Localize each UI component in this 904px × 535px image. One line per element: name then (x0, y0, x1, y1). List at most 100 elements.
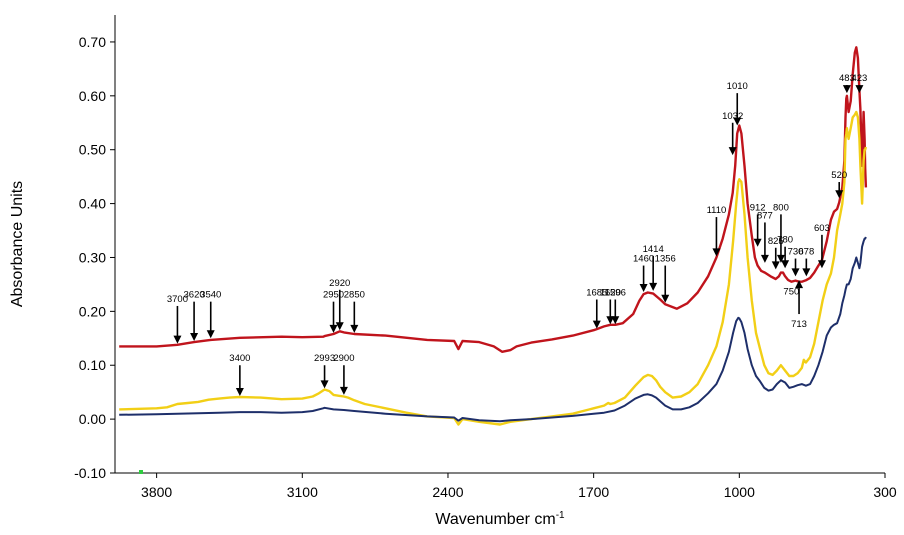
annotation-arrowhead (649, 282, 658, 291)
annotation-arrowhead (771, 261, 780, 270)
annotation-label: 678 (798, 247, 814, 258)
annotation-label: 1010 (727, 81, 748, 92)
annotation-label: 2850 (344, 290, 365, 301)
annotation-label: 1596 (605, 287, 626, 298)
x-axis-title: Wavenumber cm-1 (435, 510, 565, 528)
x-tick-label: 300 (873, 484, 897, 500)
annotation-arrowhead (335, 322, 344, 331)
annotation-label: 2900 (333, 353, 354, 364)
annotation-label: 877 (757, 210, 773, 221)
peak-annotation: 1356 (655, 254, 676, 303)
annotation-arrowhead (795, 280, 804, 289)
annotation-label: 713 (791, 319, 807, 330)
annotation-arrowhead (776, 254, 785, 263)
annotation-arrowhead (235, 387, 244, 396)
x-tick-label: 3800 (141, 484, 172, 500)
annotation-arrowhead (639, 283, 648, 292)
y-tick-label: -0.10 (74, 465, 106, 481)
peak-annotation: 1414 (643, 244, 664, 291)
peak-annotation: 3540 (200, 290, 221, 339)
annotation-label: 3700 (167, 294, 188, 305)
annotation-arrowhead (592, 320, 601, 329)
x-axis-title-sup: -1 (556, 510, 565, 521)
annotation-arrowhead (753, 238, 762, 247)
peak-annotation: 520 (831, 170, 847, 199)
peak-annotation: 1110 (707, 205, 727, 257)
annotation-label: 2920 (329, 278, 350, 289)
annotation-arrowhead (835, 190, 844, 199)
annotation-arrowhead (611, 316, 620, 325)
x-tick-label: 2400 (432, 484, 463, 500)
peak-annotation: 2920 (329, 278, 350, 331)
annotation-arrowhead (855, 85, 864, 94)
annotation-arrowhead (712, 248, 721, 257)
peak-annotation: 423 (851, 73, 867, 94)
y-axis-title: Absorbance Units (9, 181, 26, 307)
annotation-arrowhead (173, 335, 182, 344)
peak-annotation: 2850 (344, 290, 365, 333)
peak-annotation: 483 (839, 73, 855, 94)
annotation-arrowhead (728, 147, 737, 156)
annotation-label: 1685 (586, 287, 607, 298)
x-tick-label: 1700 (578, 484, 609, 500)
peak-annotation: 780 (777, 235, 793, 269)
peak-annotation: 3620 (184, 290, 205, 341)
y-tick-label: 0.00 (79, 411, 106, 427)
annotation-label: 780 (777, 235, 793, 246)
annotation-label: 2950 (323, 290, 344, 301)
peak-annotation: 1460 (633, 254, 654, 292)
annotation-label: 483 (839, 73, 855, 84)
y-tick-label: 0.10 (79, 357, 106, 373)
peak-annotation: 750 (783, 287, 799, 298)
peak-annotation: 3400 (229, 353, 250, 396)
annotation-arrowhead (781, 260, 790, 269)
peak-annotation: 603 (814, 223, 830, 269)
series-line-1 (119, 46, 868, 353)
annotation-label: 1356 (655, 254, 676, 265)
peak-annotation: 3700 (167, 294, 188, 344)
annotation-arrowhead (350, 324, 359, 333)
series-group (119, 46, 868, 426)
x-tick-label: 1000 (724, 484, 755, 500)
peak-annotation: 2950 (323, 290, 344, 333)
peak-annotation: 730 (788, 247, 804, 277)
annotation-arrowhead (733, 117, 742, 126)
x-tick-label: 3100 (287, 484, 318, 500)
annotation-label: 3400 (229, 353, 250, 364)
y-ticks: -0.10 0.00 0.10 0.20 0.30 0.40 0.50 0.60 0.70 (74, 34, 115, 481)
peak-annotation: 2900 (333, 353, 354, 395)
annotation-label: 603 (814, 223, 830, 234)
annotation-arrowhead (206, 330, 215, 339)
y-tick-label: 0.20 (79, 303, 106, 319)
peak-annotation: 877 (757, 210, 773, 263)
annotation-label: 1460 (633, 254, 654, 265)
annotation-arrowhead (329, 324, 338, 333)
annotation-label: 520 (831, 170, 847, 181)
annotation-arrowhead (802, 268, 811, 277)
annotation-label: 912 (750, 202, 766, 213)
y-tick-label: 0.70 (79, 34, 106, 50)
annotation-label: 1110 (707, 205, 727, 216)
annotation-label: 800 (773, 202, 789, 213)
peak-annotation: 1010 (727, 81, 748, 126)
y-tick-label: 0.30 (79, 249, 106, 265)
annotation-label: 1414 (643, 244, 664, 255)
annotation-label: 2993 (314, 353, 335, 364)
peak-annotation: 1596 (605, 287, 626, 325)
annotation-label: 730 (788, 247, 804, 258)
origin-marker-icon (139, 470, 143, 474)
annotation-arrowhead (320, 380, 329, 389)
series-line-3 (119, 236, 867, 423)
annotation-label: 423 (851, 73, 867, 84)
peak-annotation: 1685 (586, 287, 607, 329)
peak-annotation: 825 (768, 236, 784, 270)
series-line-2 (119, 110, 868, 426)
annotation-label: 1032 (722, 111, 743, 122)
annotation-label: 750 (783, 287, 799, 298)
annotation-arrowhead (339, 386, 348, 395)
x-ticks: 3800 3100 2400 1700 1000 300 (141, 473, 897, 500)
y-tick-label: 0.40 (79, 196, 106, 212)
annotation-label: 825 (768, 236, 784, 247)
